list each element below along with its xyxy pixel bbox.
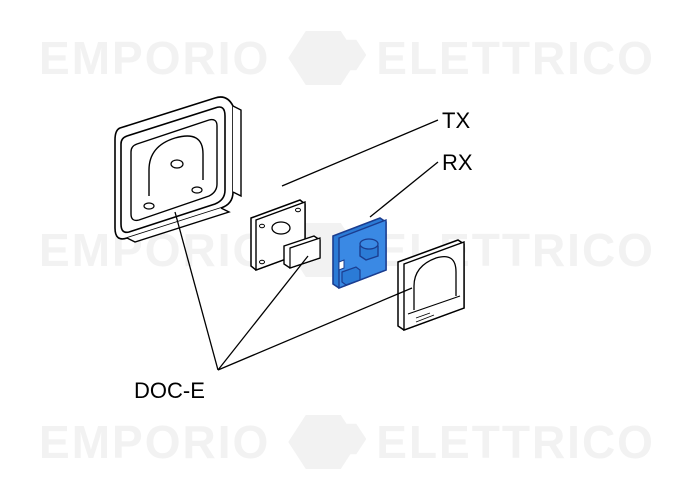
label-tx: TX <box>442 108 470 134</box>
leader-rx <box>370 162 438 217</box>
label-rx: RX <box>442 150 473 176</box>
part-cover <box>398 240 464 330</box>
exploded-diagram <box>0 0 694 500</box>
part-housing <box>115 97 241 242</box>
label-doc-e: DOC-E <box>134 378 205 404</box>
part-rx-board <box>333 218 386 288</box>
leader-tx <box>282 120 438 186</box>
